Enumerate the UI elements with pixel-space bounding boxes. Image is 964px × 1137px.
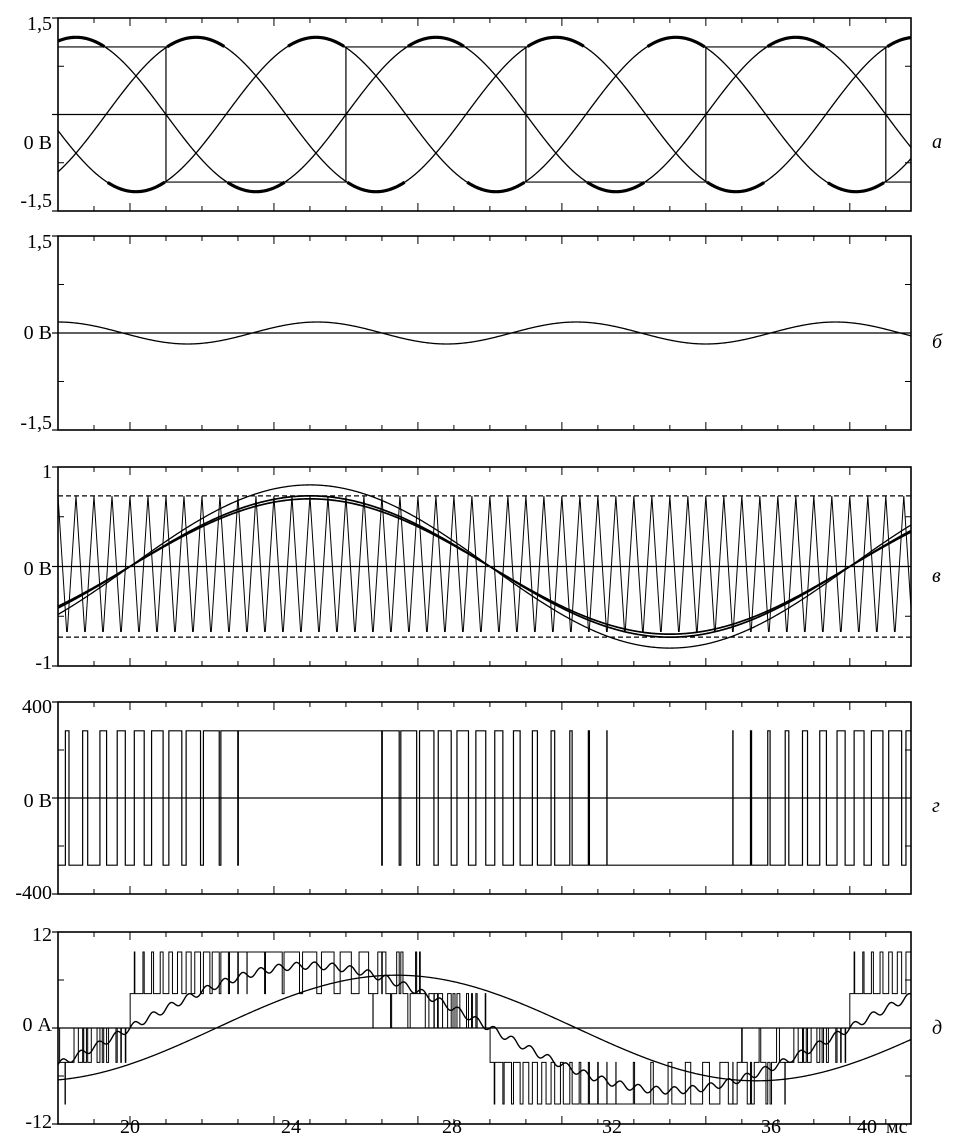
envelope-top [406, 35, 465, 48]
y-tick-label-top: 1,5 [27, 13, 52, 35]
y-tick-label-bottom: -1 [35, 652, 52, 674]
envelope-top [526, 35, 585, 48]
x-tick-label-40: 40 [857, 1116, 877, 1137]
x-tick-label-28: 28 [442, 1116, 462, 1137]
envelope-top [766, 35, 826, 49]
residual-sine [58, 321, 912, 345]
panel-label: б [932, 331, 943, 353]
envelope-bottom [827, 181, 885, 194]
envelope-top [886, 35, 912, 49]
panel-label: г [932, 795, 940, 817]
panel-label: д [932, 1017, 942, 1039]
panel-d: 400 0 В -400 г [15, 696, 940, 904]
y-tick-label-zero: 0 А [23, 1014, 53, 1036]
y-tick-label-top: 1,5 [27, 231, 52, 253]
x-tick-label-24: 24 [281, 1116, 301, 1137]
envelope-bottom [346, 180, 406, 194]
ripple-current [57, 961, 912, 1095]
square-wave [58, 46, 911, 183]
x-unit-label: мс [886, 1116, 908, 1137]
y-tick-label-bottom: -1,5 [20, 412, 52, 434]
panel-e: 12 0 А -12 д 20 24 28 32 36 40 мс [23, 924, 943, 1137]
panel-label: а [932, 131, 942, 153]
x-tick-label-36: 36 [761, 1116, 781, 1137]
envelope-bottom [586, 180, 646, 194]
reference-sine-3 [57, 497, 912, 636]
y-tick-label-bottom: -400 [15, 882, 52, 904]
carrier-triangle [57, 495, 912, 632]
pwm-voltage [58, 730, 911, 866]
panel-b: 1,5 0 В -1,5 б [20, 231, 943, 434]
envelope-top [287, 35, 345, 48]
envelope-top [166, 35, 226, 49]
y-tick-label-zero: 0 В [24, 132, 52, 154]
y-tick-label-zero: 0 В [24, 322, 52, 344]
x-tick-label-32: 32 [602, 1116, 622, 1137]
y-tick-label-zero: 0 В [24, 790, 52, 812]
y-tick-label-top: 12 [32, 924, 52, 946]
envelope-bottom [106, 180, 166, 194]
envelope-bottom [466, 180, 526, 194]
envelope-top [57, 35, 106, 48]
panel-label: в [932, 565, 941, 587]
envelope-top [646, 35, 706, 49]
y-tick-label-bottom: -12 [25, 1111, 52, 1133]
x-tick-label-20: 20 [120, 1116, 140, 1137]
smooth-current [57, 974, 912, 1082]
y-tick-label-top: 400 [22, 696, 52, 718]
panel-a: 1,5 0 В -1,5 а [20, 13, 942, 212]
y-tick-label-bottom: -1,5 [20, 190, 52, 212]
panel-c: 1 0 В -1 в [24, 461, 941, 674]
envelope-bottom [706, 180, 766, 194]
y-tick-label-zero: 0 В [24, 558, 52, 580]
y-tick-label-top: 1 [42, 461, 52, 483]
envelope-bottom [226, 180, 286, 194]
